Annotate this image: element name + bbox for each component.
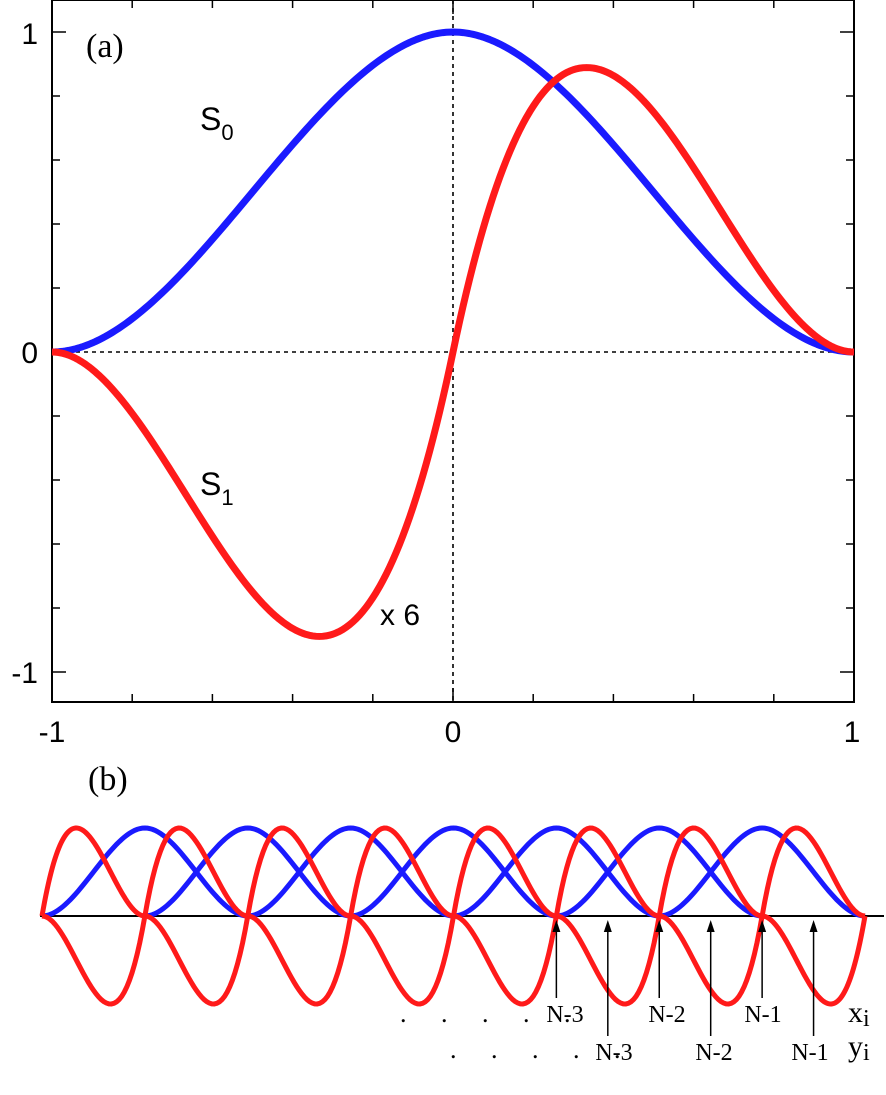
- xi-node-label-n1: N-1: [744, 1002, 781, 1028]
- y-tick-label-minus-1: -1: [11, 657, 38, 690]
- s0-label: S0: [200, 101, 234, 145]
- y-tick-label-1: 1: [21, 18, 38, 51]
- s1-series-line: [51, 64, 855, 640]
- s0-shifted-curve: [41, 825, 248, 919]
- xi-row-label: xi: [848, 996, 870, 1032]
- node-arrow-yi: [603, 920, 612, 1036]
- yi-row-label: yi: [848, 1030, 870, 1066]
- node-arrow-xi: [758, 920, 767, 998]
- x-tick-label-0: 0: [445, 716, 462, 749]
- s0-shifted-curve: [453, 825, 660, 919]
- s0-shifted-curve: [144, 825, 351, 919]
- node-arrow-xi: [552, 920, 561, 998]
- panel-a-label: (a): [86, 28, 124, 65]
- s1-shifted-curve: [39, 825, 146, 919]
- node-arrow-yi: [809, 920, 818, 1036]
- node-arrow-xi: [655, 920, 664, 998]
- y-tick-label-0: 0: [21, 337, 38, 370]
- xi-node-label-n2: N-2: [648, 1002, 685, 1028]
- yi-node-label-n1: N-1: [791, 1040, 828, 1066]
- panel-b: (b) . . . . . . . . . . N-3 N-2 N-1 N-3 …: [39, 761, 884, 1066]
- node-arrow-yi: [706, 920, 715, 1036]
- node-arrows: [552, 920, 818, 1036]
- xi-node-label-n3: N-3: [546, 1002, 583, 1028]
- scale-annotation: x 6: [380, 599, 420, 632]
- s0-shifted-curve: [247, 825, 454, 919]
- panel-a: 1 0 -1 -1 0 1 (a) S0 S1 x 6: [11, 0, 860, 749]
- s0-series-line: [51, 28, 855, 356]
- yi-node-label-n2: N-2: [695, 1040, 732, 1066]
- s1-label: S1: [200, 466, 234, 510]
- s0-shifted-curve: [659, 825, 866, 919]
- s0-shifted-curve: [556, 825, 763, 919]
- x-tick-label-minus-1: -1: [39, 716, 66, 749]
- yi-ellipsis: . . . . .: [450, 1035, 635, 1064]
- s0-shifted-curves: [41, 825, 866, 919]
- yi-node-label-n3: N-3: [595, 1040, 632, 1066]
- xi-ellipsis: . . . . .: [400, 999, 585, 1028]
- panel-b-label: (b): [88, 761, 128, 798]
- s0-shifted-curve: [350, 825, 557, 919]
- x-tick-label-1: 1: [844, 716, 861, 749]
